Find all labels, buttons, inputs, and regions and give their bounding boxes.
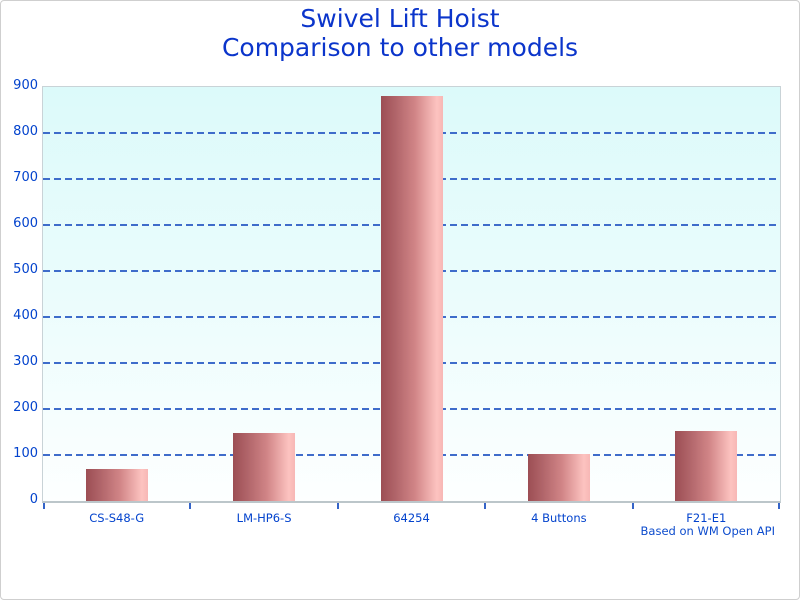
x-axis-tick — [778, 503, 780, 509]
bar-4 Buttons — [527, 453, 590, 501]
y-axis-label-200: 200 — [13, 400, 38, 415]
y-axis-label-400: 400 — [13, 308, 38, 323]
x-axis-tick — [336, 503, 339, 509]
x-axis-label-LM-HP6-S: LM-HP6-S — [236, 511, 292, 525]
chart-title: Swivel Lift Hoist Comparison to other mo… — [1, 4, 799, 62]
x-axis-tick — [189, 503, 192, 509]
x-axis-label-64254: 64254 — [393, 511, 430, 525]
chart-title-line1: Swivel Lift Hoist — [300, 4, 500, 33]
bar-F21-E1 — [675, 431, 738, 501]
x-axis-tick — [43, 503, 45, 509]
bar-64254 — [380, 96, 443, 501]
bar-CS-S48-G — [85, 468, 148, 501]
x-axis-label-4 Buttons: 4 Buttons — [531, 511, 587, 525]
y-axis-label-700: 700 — [13, 170, 38, 185]
y-axis-label-0: 0 — [29, 492, 38, 507]
y-axis-label-300: 300 — [13, 354, 38, 369]
plot-area: CS-S48-G LM-HP6-S 64254 4 Buttons F21-E1 — [42, 86, 781, 525]
chart-footnote: Based on WM Open API — [640, 524, 775, 538]
y-axis-label-900: 900 — [13, 78, 38, 93]
bar-LM-HP6-S — [233, 432, 296, 501]
y-axis-label-800: 800 — [13, 124, 38, 139]
x-axis-label-CS-S48-G: CS-S48-G — [89, 511, 145, 525]
x-axis-tick — [484, 503, 487, 509]
chart-title-line2: Comparison to other models — [221, 33, 579, 62]
y-axis-label-600: 600 — [13, 216, 38, 231]
y-axis-label-100: 100 — [13, 446, 38, 461]
x-axis-label-F21-E1: F21-E1 — [686, 511, 727, 525]
y-axis-label-500: 500 — [13, 262, 38, 277]
x-axis-tick — [631, 503, 634, 509]
